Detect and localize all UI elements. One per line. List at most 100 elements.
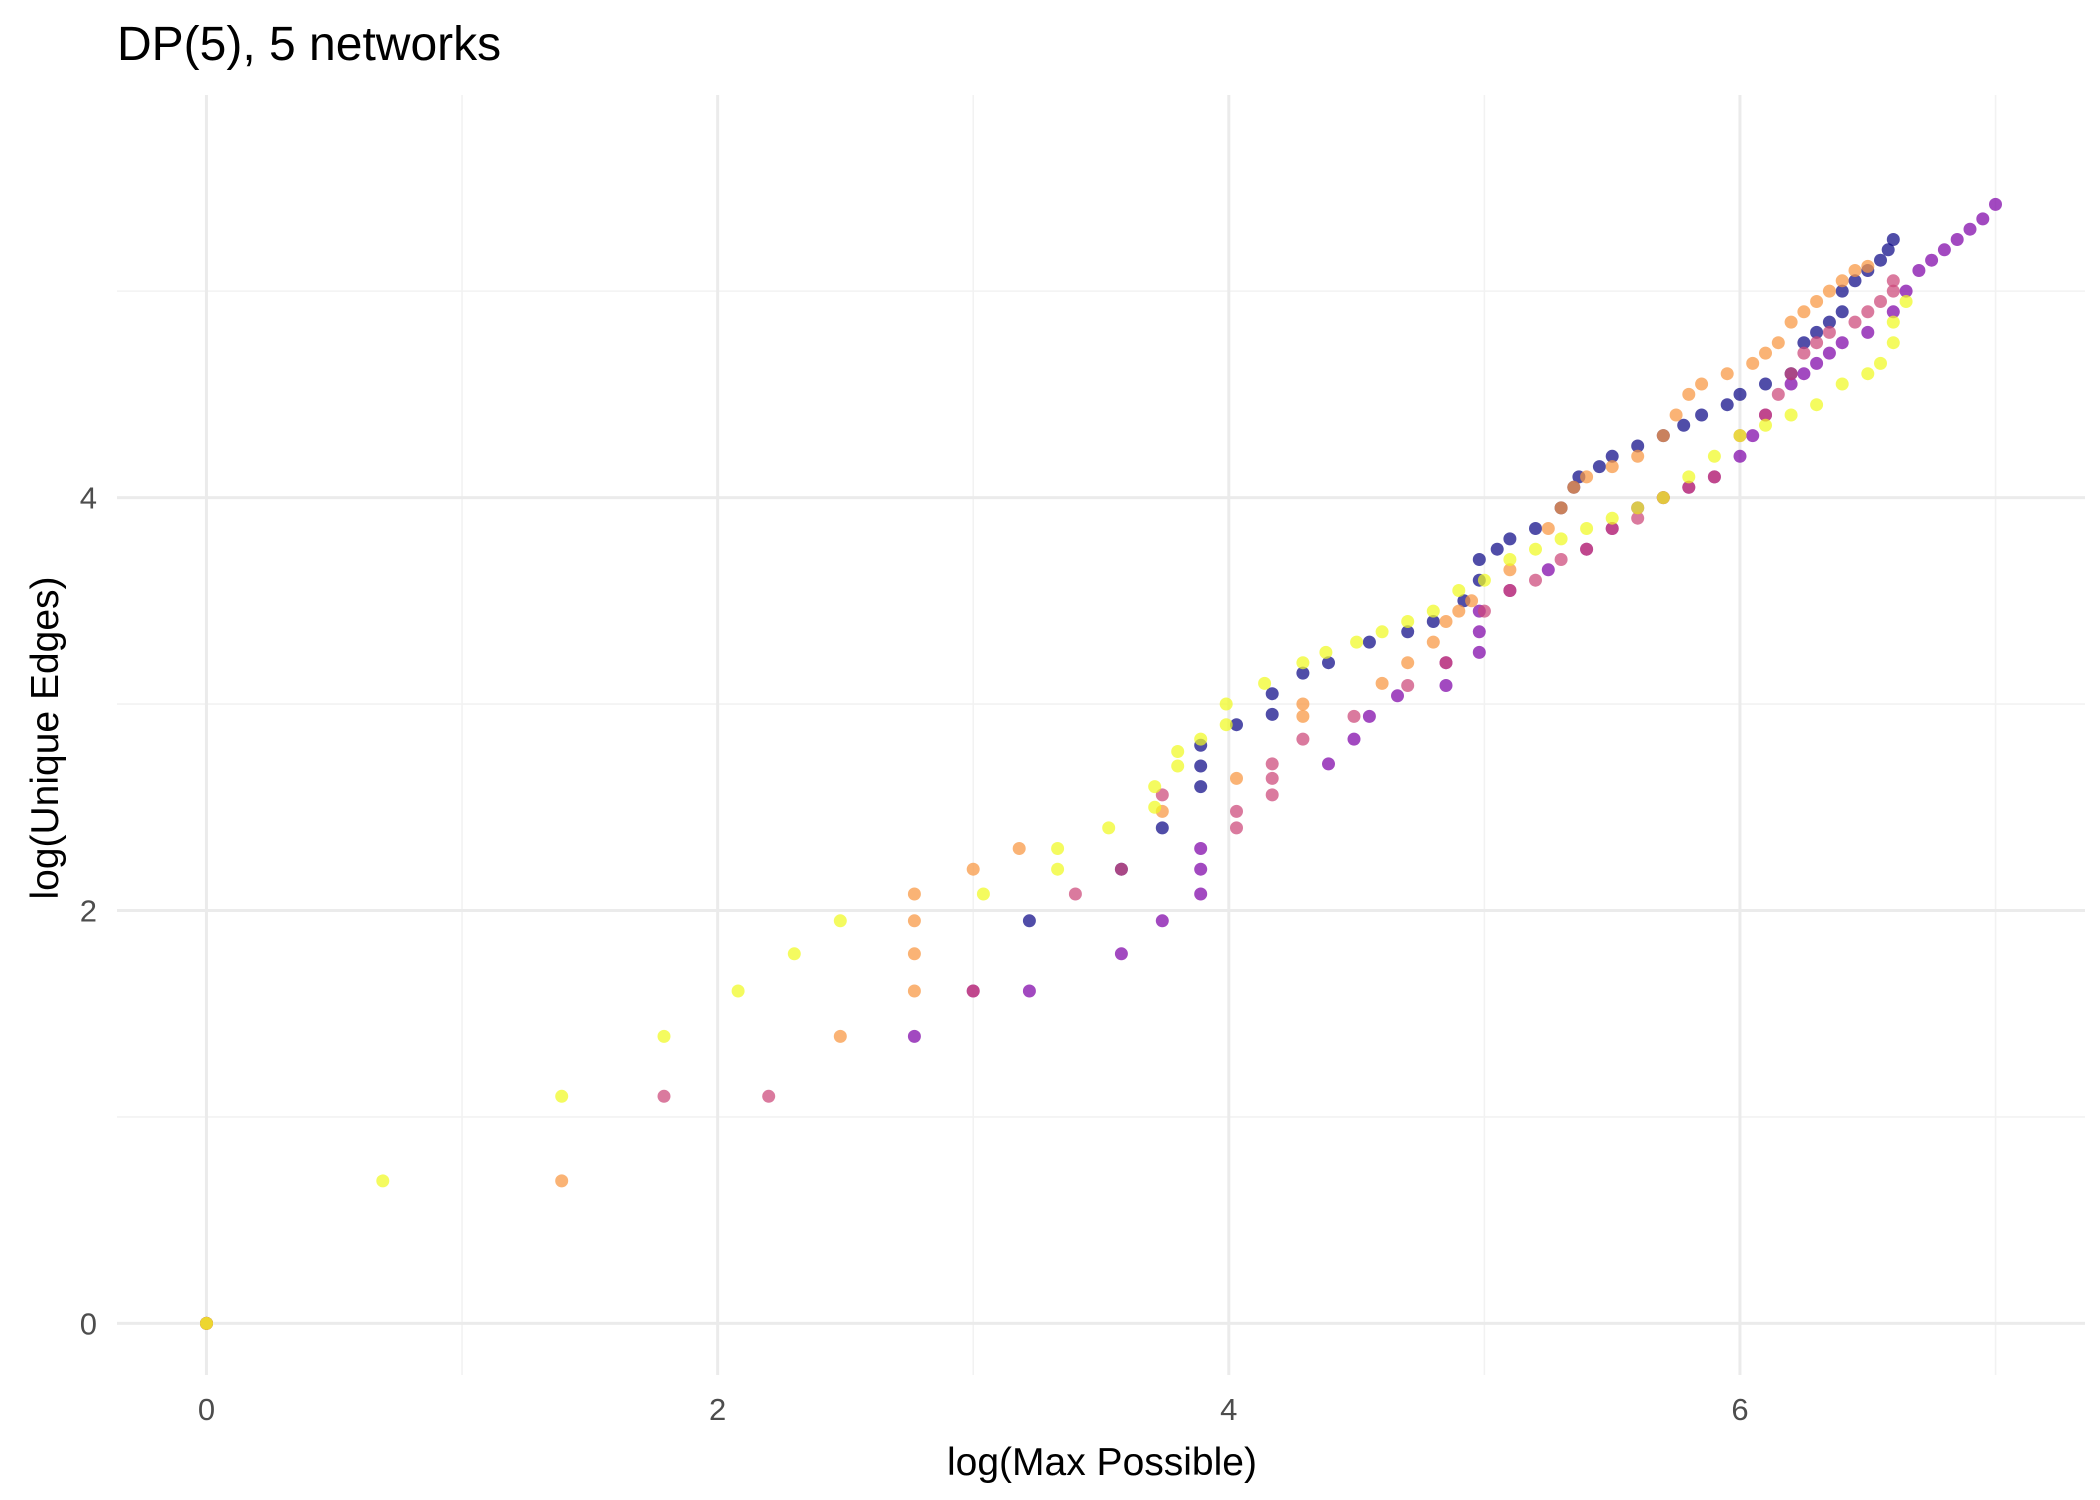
- x-tick-label: 6: [1731, 1392, 1748, 1427]
- data-point: [1477, 573, 1491, 587]
- data-point: [1771, 387, 1785, 401]
- data-point: [1022, 914, 1036, 928]
- series-5: [200, 295, 1913, 1330]
- data-point: [1541, 563, 1555, 577]
- data-point: [833, 914, 847, 928]
- data-point: [1426, 615, 1440, 628]
- data-point: [1155, 821, 1169, 835]
- data-point: [1219, 718, 1233, 732]
- data-point: [1720, 367, 1734, 381]
- data-point: [1472, 553, 1486, 566]
- data-point: [1580, 542, 1594, 556]
- data-point: [1797, 336, 1811, 350]
- data-point: [1881, 243, 1895, 257]
- data-point: [966, 984, 980, 998]
- data-point: [1319, 645, 1333, 659]
- data-point: [1759, 346, 1772, 360]
- data-point: [1439, 679, 1453, 692]
- data-point: [657, 1029, 671, 1043]
- data-point: [1963, 222, 1977, 236]
- data-point: [657, 1089, 671, 1103]
- data-point: [1554, 501, 1568, 515]
- y-axis-tick-labels: 0 2 4: [80, 481, 97, 1342]
- data-point: [787, 947, 801, 961]
- data-point: [1490, 542, 1504, 556]
- data-point: [1874, 253, 1887, 267]
- data-point: [1051, 842, 1065, 855]
- data-point: [1296, 656, 1310, 670]
- data-point: [1194, 732, 1208, 746]
- data-point: [1148, 800, 1162, 814]
- data-point: [1771, 336, 1785, 350]
- data-point: [1682, 480, 1696, 494]
- data-point: [1171, 759, 1185, 773]
- data-point: [1194, 780, 1208, 794]
- data-point: [1265, 757, 1279, 771]
- data-point: [907, 947, 921, 961]
- data-point: [1472, 625, 1486, 639]
- data-point: [1605, 522, 1619, 535]
- data-point: [1529, 573, 1542, 587]
- data-point: [1886, 305, 1900, 319]
- data-point: [1375, 676, 1389, 690]
- data-point: [1835, 284, 1849, 298]
- x-tick-label: 4: [1220, 1392, 1237, 1427]
- data-point: [1631, 449, 1645, 463]
- data-point: [1022, 984, 1036, 998]
- data-point: [1861, 325, 1875, 339]
- data-point: [1296, 732, 1310, 746]
- data-point: [1746, 356, 1760, 370]
- data-point: [1899, 295, 1913, 308]
- data-point: [555, 1089, 569, 1103]
- data-point: [1465, 594, 1479, 608]
- y-tick-label: 4: [80, 481, 97, 516]
- data-point: [1592, 460, 1606, 474]
- data-point: [1322, 757, 1335, 771]
- data-point: [1439, 615, 1453, 628]
- data-point: [1148, 780, 1162, 794]
- data-point: [1347, 709, 1361, 723]
- data-point: [1797, 305, 1811, 319]
- data-point: [1937, 243, 1951, 257]
- data-point: [1861, 305, 1875, 319]
- data-point: [1656, 429, 1670, 443]
- data-point: [1230, 718, 1243, 732]
- data-point: [1219, 697, 1233, 711]
- data-point: [1391, 689, 1404, 703]
- data-point: [1822, 325, 1836, 339]
- minor-gridlines: [117, 95, 2085, 1375]
- data-point: [1452, 584, 1466, 597]
- data-point: [1886, 315, 1900, 329]
- data-point: [1631, 501, 1645, 515]
- data-point: [376, 1174, 390, 1188]
- major-gridlines: [117, 95, 2085, 1375]
- data-point: [1989, 197, 2002, 211]
- data-point: [1472, 645, 1486, 659]
- data-point: [1810, 336, 1824, 350]
- data-point: [907, 914, 921, 928]
- data-points: [200, 197, 2002, 1330]
- data-point: [1784, 377, 1798, 391]
- data-point: [1874, 295, 1887, 308]
- data-point: [1012, 842, 1026, 855]
- data-point: [1810, 325, 1824, 339]
- data-point: [1886, 284, 1900, 298]
- data-point: [1296, 709, 1310, 723]
- data-point: [1477, 604, 1491, 618]
- data-point: [1503, 563, 1517, 577]
- data-point: [1874, 356, 1887, 370]
- data-point: [1797, 346, 1811, 360]
- data-point: [1784, 408, 1798, 422]
- data-point: [1230, 821, 1243, 835]
- data-point: [1503, 584, 1517, 597]
- x-axis-title: log(Max Possible): [947, 1441, 1257, 1484]
- data-point: [1503, 553, 1517, 566]
- data-point: [1822, 346, 1836, 360]
- data-point: [1426, 604, 1440, 618]
- y-tick-label: 2: [80, 893, 97, 928]
- data-point: [1886, 274, 1900, 288]
- data-point: [1950, 233, 1964, 246]
- data-point: [1068, 887, 1082, 901]
- data-point: [1322, 656, 1335, 670]
